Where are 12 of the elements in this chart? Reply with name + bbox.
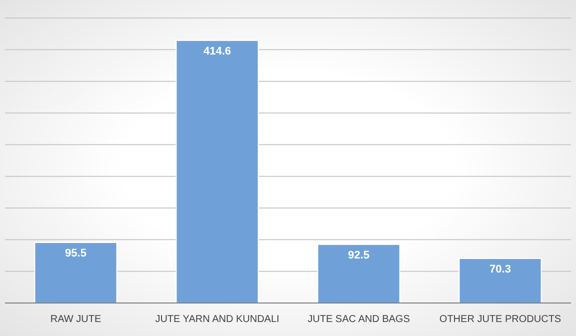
- bar: [34, 242, 118, 304]
- bar: [176, 40, 259, 304]
- data-label: 92.5: [348, 249, 370, 262]
- x-tick-label: JUTE SAC AND BAGS: [308, 314, 410, 326]
- data-label: 70.3: [490, 263, 511, 276]
- x-tick-label: RAW JUTE: [50, 314, 102, 326]
- x-tick-label: OTHER JUTE PRODUCTS: [439, 314, 562, 326]
- bar: [458, 258, 542, 304]
- x-tick-label: JUTE YARN AND KUNDALI: [155, 314, 280, 326]
- data-label: 95.5: [65, 248, 86, 260]
- bar: [317, 244, 400, 304]
- data-label: 414.6: [203, 45, 232, 58]
